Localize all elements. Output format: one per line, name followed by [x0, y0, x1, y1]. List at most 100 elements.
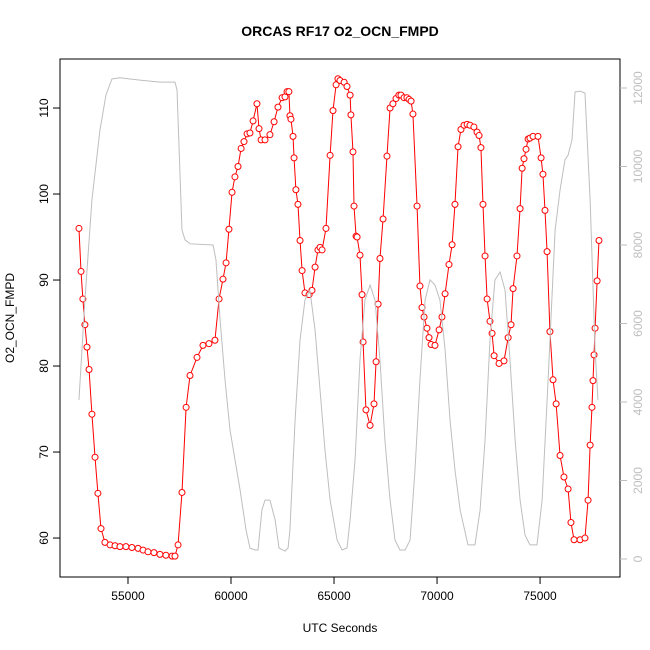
data-point: [205, 340, 213, 348]
data-point: [543, 248, 551, 256]
data-point: [479, 200, 487, 208]
data-point: [255, 125, 263, 133]
data-point: [556, 451, 564, 459]
data-point: [178, 488, 186, 496]
data-point: [298, 267, 306, 275]
data-point: [228, 188, 236, 196]
x-tick-label: 75000: [523, 589, 557, 603]
data-point: [425, 334, 433, 342]
data-point: [483, 295, 491, 303]
data-point: [77, 267, 85, 275]
data-point: [322, 224, 330, 232]
data-point: [171, 552, 179, 560]
data-point: [451, 200, 459, 208]
data-point: [353, 233, 361, 241]
data-point: [431, 341, 439, 349]
x-tick-label: 60000: [214, 589, 248, 603]
y2-tick-label: 12000: [631, 71, 645, 105]
data-point: [470, 123, 478, 131]
data-point: [407, 97, 415, 105]
data-point: [590, 351, 598, 359]
data-point: [507, 321, 515, 329]
data-point: [588, 403, 596, 411]
y-tick-label: 70: [37, 445, 51, 459]
data-point: [97, 525, 105, 533]
data-point: [593, 277, 601, 285]
data-point: [75, 224, 83, 232]
data-point: [150, 549, 158, 557]
y2-tick-label: 10000: [631, 149, 645, 183]
data-point: [445, 261, 453, 269]
data-point: [362, 406, 370, 414]
data-point: [500, 357, 508, 365]
data-point: [537, 154, 545, 162]
data-point: [481, 252, 489, 260]
data-point: [79, 295, 87, 303]
data-point: [347, 111, 355, 119]
data-point: [329, 107, 337, 115]
data-point: [539, 170, 547, 178]
data-point: [83, 343, 91, 351]
y2-tick-label: 8000: [631, 231, 645, 258]
data-point: [370, 400, 378, 408]
data-point: [91, 453, 99, 461]
data-point: [88, 410, 96, 418]
data-point: [199, 341, 207, 349]
data-point: [522, 145, 530, 153]
x-tick-label: 65000: [317, 589, 351, 603]
data-point: [219, 275, 227, 283]
data-point: [570, 536, 578, 544]
data-point: [287, 115, 295, 123]
data-point: [423, 324, 431, 332]
data-point: [343, 83, 351, 91]
data-point: [311, 263, 319, 271]
data-point: [182, 403, 190, 411]
data-point: [516, 205, 524, 213]
data-point: [520, 155, 528, 163]
data-point: [332, 81, 340, 89]
data-point: [435, 326, 443, 334]
x-tick-label: 55000: [111, 589, 145, 603]
data-point: [249, 117, 257, 125]
data-point: [372, 358, 380, 366]
data-point: [122, 543, 130, 551]
data-point: [261, 136, 269, 144]
data-point: [225, 225, 233, 233]
y-tick-label: 110: [37, 98, 51, 117]
data-point: [541, 206, 549, 214]
data-point: [567, 519, 575, 527]
data-point: [253, 100, 261, 108]
data-point: [383, 152, 391, 160]
data-point: [144, 548, 152, 556]
data-point: [174, 541, 182, 549]
y-tick-label: 80: [37, 359, 51, 373]
data-point: [294, 200, 302, 208]
data-point: [413, 202, 421, 210]
data-point: [366, 421, 374, 429]
data-point: [162, 551, 170, 559]
data-point: [581, 534, 589, 542]
data-point: [193, 353, 201, 361]
data-point: [116, 543, 124, 551]
data-point: [591, 324, 599, 332]
data-point: [222, 259, 230, 267]
data-point: [475, 132, 483, 140]
chart-title: ORCAS RF17 O2_OCN_FMPD: [241, 23, 439, 39]
data-point: [346, 91, 354, 99]
data-point: [586, 441, 594, 449]
y2-tick-label: 2000: [631, 467, 645, 494]
data-point: [85, 365, 93, 373]
y2-tick-label: 0: [631, 555, 645, 562]
data-point: [350, 202, 358, 210]
data-point: [94, 489, 102, 497]
data-point: [237, 144, 245, 152]
data-point: [270, 118, 278, 126]
data-point: [389, 100, 397, 108]
data-point: [509, 285, 517, 293]
data-point: [379, 215, 387, 223]
data-point: [490, 352, 498, 360]
data-point: [186, 371, 194, 379]
data-point: [290, 154, 298, 162]
data-point: [326, 151, 334, 159]
